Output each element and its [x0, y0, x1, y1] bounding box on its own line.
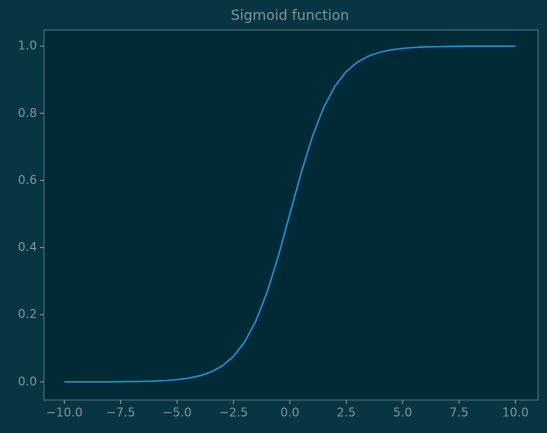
x-tick-label: −5.0 [163, 406, 192, 420]
y-tick-label: 0.6 [18, 173, 37, 187]
y-tick-label: 0.0 [18, 374, 37, 388]
x-tick-label: −7.5 [106, 406, 135, 420]
y-tick-label: 0.4 [18, 240, 37, 254]
x-tick-label: 7.5 [450, 406, 469, 420]
y-tick-label: 0.2 [18, 307, 37, 321]
y-tick-label: 1.0 [18, 39, 37, 53]
chart-title: Sigmoid function [231, 8, 349, 24]
y-tick-label: 0.8 [18, 106, 37, 120]
x-tick-label: 5.0 [393, 406, 412, 420]
x-tick-label: 0.0 [280, 406, 299, 420]
plot-area [43, 29, 539, 401]
x-tick-label: −10.0 [46, 406, 83, 420]
x-tick-label: 2.5 [337, 406, 356, 420]
x-tick-label: −2.5 [219, 406, 248, 420]
x-tick-label: 10.0 [502, 406, 529, 420]
line-series [64, 45, 516, 383]
